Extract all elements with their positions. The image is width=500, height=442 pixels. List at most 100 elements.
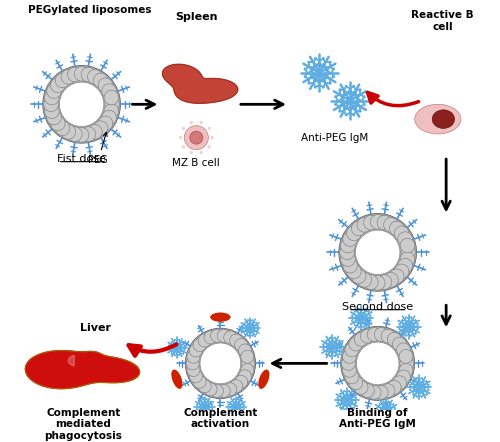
Circle shape	[364, 275, 378, 290]
Circle shape	[102, 84, 117, 99]
Circle shape	[210, 385, 224, 397]
Circle shape	[400, 238, 415, 253]
Circle shape	[392, 376, 406, 390]
Circle shape	[47, 110, 62, 125]
Circle shape	[88, 125, 102, 139]
Circle shape	[88, 69, 102, 84]
Circle shape	[179, 136, 182, 139]
Polygon shape	[68, 355, 74, 366]
Circle shape	[390, 269, 404, 284]
Circle shape	[398, 232, 412, 247]
Circle shape	[377, 275, 392, 290]
Circle shape	[342, 363, 356, 377]
Circle shape	[234, 375, 248, 389]
Ellipse shape	[414, 104, 461, 134]
Circle shape	[182, 145, 186, 149]
Circle shape	[60, 82, 104, 126]
Circle shape	[390, 221, 404, 236]
Circle shape	[392, 337, 406, 351]
FancyArrowPatch shape	[442, 159, 450, 210]
Circle shape	[241, 350, 254, 363]
Circle shape	[354, 381, 368, 394]
Circle shape	[352, 221, 366, 236]
Circle shape	[208, 145, 210, 149]
Circle shape	[61, 69, 76, 84]
Text: Spleen: Spleen	[175, 12, 218, 22]
Circle shape	[208, 127, 210, 130]
Circle shape	[234, 339, 248, 351]
Circle shape	[55, 121, 70, 136]
Ellipse shape	[210, 312, 231, 322]
Text: PEG: PEG	[88, 132, 108, 165]
Circle shape	[198, 380, 211, 393]
Circle shape	[396, 343, 410, 357]
Circle shape	[381, 329, 395, 343]
Circle shape	[238, 344, 252, 357]
Polygon shape	[26, 351, 140, 389]
Circle shape	[94, 73, 108, 88]
Circle shape	[388, 332, 401, 347]
Ellipse shape	[258, 370, 270, 389]
Circle shape	[398, 258, 412, 273]
Circle shape	[198, 334, 211, 347]
Circle shape	[190, 370, 202, 383]
Circle shape	[377, 215, 392, 230]
Circle shape	[339, 213, 416, 291]
Circle shape	[357, 273, 372, 287]
Circle shape	[384, 217, 398, 232]
Circle shape	[50, 78, 65, 93]
Circle shape	[345, 343, 359, 357]
Circle shape	[204, 331, 217, 344]
Circle shape	[356, 342, 399, 385]
Circle shape	[241, 363, 254, 377]
Circle shape	[210, 329, 224, 343]
Circle shape	[364, 215, 378, 230]
Circle shape	[204, 383, 217, 396]
Circle shape	[186, 357, 199, 370]
Circle shape	[340, 245, 354, 260]
Circle shape	[399, 350, 413, 363]
Text: Liver: Liver	[80, 323, 111, 333]
Circle shape	[44, 90, 59, 105]
Circle shape	[42, 65, 120, 143]
Circle shape	[342, 350, 356, 363]
Circle shape	[370, 275, 385, 290]
Circle shape	[384, 273, 398, 287]
Circle shape	[238, 370, 252, 383]
Circle shape	[44, 104, 59, 118]
Circle shape	[193, 339, 206, 351]
Circle shape	[340, 326, 414, 400]
Circle shape	[356, 230, 400, 274]
Text: MZ B cell: MZ B cell	[172, 158, 220, 168]
Circle shape	[200, 343, 240, 384]
Circle shape	[187, 350, 200, 363]
Circle shape	[217, 329, 230, 343]
FancyArrowPatch shape	[128, 344, 176, 356]
Circle shape	[185, 328, 256, 399]
Circle shape	[394, 264, 409, 279]
Circle shape	[346, 226, 361, 240]
Circle shape	[399, 363, 413, 377]
Circle shape	[81, 127, 96, 141]
Circle shape	[98, 78, 113, 93]
Text: Anti-PEG IgM: Anti-PEG IgM	[302, 133, 368, 143]
Circle shape	[367, 328, 381, 341]
Circle shape	[61, 125, 76, 139]
Circle shape	[346, 264, 361, 279]
Circle shape	[47, 84, 62, 99]
Circle shape	[343, 258, 357, 273]
Circle shape	[342, 356, 355, 370]
Text: PEGylated liposomes: PEGylated liposomes	[28, 5, 152, 15]
Circle shape	[104, 104, 118, 118]
Text: Reactive B
cell: Reactive B cell	[411, 10, 474, 31]
Circle shape	[74, 128, 89, 142]
Circle shape	[396, 370, 410, 384]
Text: Complement
activation: Complement activation	[183, 408, 258, 429]
Circle shape	[400, 356, 413, 370]
Circle shape	[200, 151, 203, 154]
Circle shape	[187, 363, 200, 377]
Circle shape	[343, 232, 357, 247]
Circle shape	[55, 73, 70, 88]
Ellipse shape	[432, 110, 454, 128]
Circle shape	[345, 370, 359, 384]
